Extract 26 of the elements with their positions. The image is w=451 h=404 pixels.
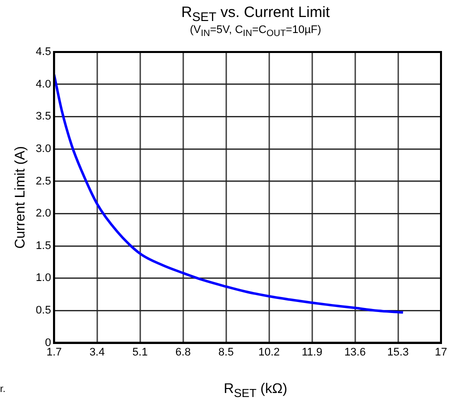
x-tick-label: 15.3: [387, 346, 409, 358]
y-tick-label: 4.5: [36, 46, 52, 58]
x-axis-title: R$_{SET}$ (kΩ): [222, 380, 288, 400]
y-axis-title: Current Limit (A): [11, 146, 28, 249]
x-tick-label: 8.5: [218, 346, 234, 358]
y-tick-label: 0.5: [36, 304, 52, 317]
y-tick-label: 3.0: [36, 142, 52, 155]
text: r.: [0, 384, 6, 395]
y-tick-label: 2.5: [36, 175, 52, 188]
chart-title: R$_{SET}$ vs. Current Limit: [180, 4, 331, 24]
x-tick-label: 10.2: [258, 346, 280, 358]
x-tick-label: 13.6: [344, 346, 366, 358]
x-tick-label: 11.9: [302, 346, 322, 358]
y-tick-label: 1.5: [36, 240, 52, 252]
line-series: [54, 73, 404, 314]
y-tick-label: 2.0: [36, 208, 52, 220]
y-tick-label: 3.5: [36, 110, 52, 123]
x-tick-label: 17: [434, 346, 448, 358]
x-tick-label: 6.8: [175, 346, 191, 358]
x-tick-label: 1.7: [46, 346, 62, 358]
x-tick-label: 5.1: [132, 346, 148, 358]
y-tick-label: 1.0: [36, 272, 52, 284]
chart-subtitle: (V$_{IN}$=5V, C$_{IN}$=C$_{OUT}$=10µF): [188, 24, 322, 38]
y-tick-label: 4.0: [36, 78, 52, 90]
x-tick-label: 3.4: [89, 346, 105, 358]
y-tick-label: 0: [44, 336, 52, 349]
